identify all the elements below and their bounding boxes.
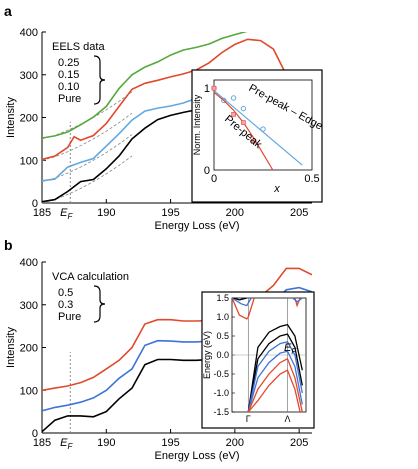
inset-a-point: [230, 95, 237, 101]
inset-a-point: [221, 97, 227, 104]
panel-a-x-axis-label: Energy Loss (eV): [155, 220, 240, 232]
panel-a-ef-label: EF: [60, 207, 73, 221]
panel-a-legend-brace: [93, 55, 106, 105]
panel-a-letter: a: [4, 3, 12, 19]
inset-b-ef-subscript: F: [291, 347, 297, 356]
inset-b-band-line: [247, 357, 303, 412]
panel-a-series-line-025: [42, 32, 248, 139]
inset-b-x-tick-label: Λ: [284, 414, 290, 424]
panel-a-x-tick-label: 205: [290, 207, 308, 219]
panel-a-x-tick-label: 200: [226, 207, 244, 219]
inset-b-band-line: [247, 333, 303, 412]
panel-a-x-tick-label: 195: [161, 207, 179, 219]
panel-b-x-axis-label: Energy Loss (eV): [155, 450, 240, 462]
inset-a-x-tick-label: 0: [211, 173, 217, 185]
inset-a-point: [240, 105, 247, 112]
panel-b-legend-entry: 0.5: [58, 287, 73, 299]
panel-a-legend-entry: 0.15: [58, 69, 79, 81]
panel-a-legend-entry: 0.25: [58, 57, 79, 69]
inset-b-band-line: [232, 298, 252, 307]
inset-a-point: [211, 85, 217, 91]
inset-b-y-axis-label: Energy (eV): [202, 331, 212, 379]
inset-b-y-tick-label: -1.5: [213, 407, 229, 417]
inset-b-y-tick-label: 1.0: [216, 312, 229, 322]
panel-b-y-tick-label: 300: [20, 300, 38, 312]
panel-b-legend-title: VCA calculation: [52, 271, 129, 283]
inset-a-fit-line: [213, 90, 303, 166]
panel-b-x-tick-label: 190: [97, 437, 115, 449]
panel-b-x-tick-label: 185: [33, 437, 51, 449]
inset-b-band-line: [247, 369, 301, 412]
panel-a-background-fit-line: [41, 112, 133, 161]
inset-a-point: [250, 139, 256, 144]
inset-a-x-axis-label: x: [273, 183, 280, 195]
inset-a-axes: [213, 79, 313, 171]
panel-b-chart: 185 190 195 200 205 0 100 200 300 400 Energy Loss …: [5, 257, 315, 462]
panel-b-legend-entry: 0.3: [58, 299, 73, 311]
panel-a-y-tick-label: 200: [20, 113, 38, 125]
panel-b-y-tick-label: 200: [20, 343, 38, 355]
inset-b-band-line: [247, 350, 303, 412]
inset-b-y-tick-label: 0.0: [216, 350, 229, 360]
panel-a-background-fit-line: [41, 91, 133, 140]
panel-b-letter: b: [4, 237, 13, 253]
panel-b-legend-entry: Pure: [58, 311, 81, 323]
inset-b-y-tick-label: -0.5: [213, 369, 229, 379]
panel-a-legend-entry: 0.10: [58, 81, 79, 93]
panel-a-y-tick-label: 400: [20, 27, 38, 39]
inset-a-y-axis-label: Norm. Intensity: [192, 94, 202, 155]
panel-b-y-tick-label: 400: [20, 257, 38, 269]
panel-b-x-tick-label: 195: [161, 437, 179, 449]
inset-a-y-tick-label: 0: [204, 165, 210, 177]
inset-a-point: [231, 112, 236, 117]
inset-b-band-line: [247, 323, 303, 412]
panel-a-x-tick-label: 190: [97, 207, 115, 219]
inset-b-band-line: [292, 298, 303, 303]
inset-a-point: [241, 120, 246, 125]
panel-a-x-tick-label: 185: [33, 207, 51, 219]
panel-b-ef-label: EF: [60, 437, 73, 451]
panel-a-legend-entry: Pure: [58, 93, 81, 105]
panel-b-y-tick-label: 0: [32, 428, 38, 440]
inset-b-band-line: [233, 298, 247, 301]
panel-b-ef-subscript: F: [68, 442, 74, 451]
inset-b-band-line: [232, 298, 255, 320]
inset-a-point: [260, 126, 266, 132]
inset-a-x-tick-label: 0.5: [304, 173, 319, 185]
panel-a-background-fit-line: [41, 134, 133, 182]
panel-a-series-line-015: [42, 38, 300, 161]
inset-b-x-tick-label: Γ: [246, 414, 251, 424]
panel-b-x-tick-label: 200: [226, 437, 244, 449]
panel-b-y-tick-label: 100: [20, 385, 38, 397]
panel-b-series-line-05: [42, 267, 312, 392]
panel-b-x-tick-label: 205: [290, 437, 308, 449]
panel-a-y-axis-label: Intensity: [5, 97, 17, 138]
panel-a-legend-title: EELS data: [52, 41, 105, 53]
panel-a-y-tick-label: 0: [32, 198, 38, 210]
inset-b-band-line: [247, 340, 303, 412]
panel-b-legend-brace: [93, 285, 106, 323]
panel-a-ef-subscript: F: [68, 212, 74, 221]
inset-a-y-tick-label: 1: [204, 83, 210, 95]
panel-b-y-axis-label: Intensity: [5, 327, 17, 368]
inset-b-y-tick-label: 0.5: [216, 331, 229, 341]
inset-b-y-tick-label: -1.0: [213, 388, 229, 398]
inset-b-y-tick-label: 1.5: [216, 293, 229, 303]
panel-a-y-tick-label: 300: [20, 70, 38, 82]
panel-a-y-tick-label: 100: [20, 155, 38, 167]
